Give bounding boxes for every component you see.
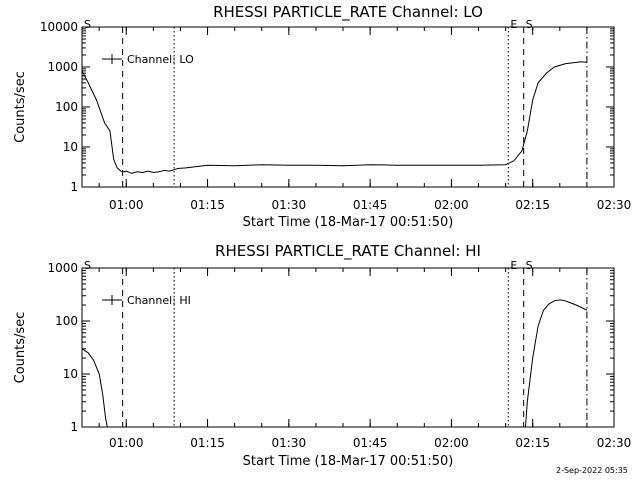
chart-title: RHESSI PARTICLE_RATE Channel: HI bbox=[215, 242, 481, 261]
x-tick-label: 02:00 bbox=[434, 198, 469, 212]
marker-label: S bbox=[84, 18, 91, 31]
y-axis-label: Counts/sec bbox=[13, 71, 28, 143]
x-tick-label: 01:45 bbox=[353, 198, 388, 212]
x-axis-label: Start Time (18-Mar-17 00:51:50) bbox=[243, 215, 454, 230]
x-tick-label: 01:45 bbox=[353, 436, 388, 450]
series-line-0 bbox=[81, 61, 587, 174]
x-axis-label: Start Time (18-Mar-17 00:51:50) bbox=[243, 454, 454, 469]
y-tick-label: 10 bbox=[63, 367, 78, 381]
x-tick-label: 02:00 bbox=[434, 436, 469, 450]
marker-label: E bbox=[510, 259, 517, 272]
y-tick-label: 100 bbox=[55, 100, 78, 114]
y-axis-label: Counts/sec bbox=[13, 312, 28, 384]
marker-label: S bbox=[526, 18, 533, 31]
y-tick-label: 1 bbox=[70, 420, 78, 434]
legend-label: Channel: LO bbox=[127, 53, 194, 66]
x-tick-label: 02:30 bbox=[597, 198, 632, 212]
footer-timestamp: 2-Sep-2022 05:35 bbox=[556, 466, 628, 475]
legend-label: Channel: HI bbox=[127, 294, 191, 307]
x-tick-label: 01:30 bbox=[272, 436, 307, 450]
marker-label: S bbox=[84, 259, 91, 272]
series-line-0 bbox=[81, 348, 108, 428]
y-tick-label: 100 bbox=[55, 314, 78, 328]
x-tick-label: 01:15 bbox=[190, 198, 225, 212]
x-tick-label: 01:15 bbox=[190, 436, 225, 450]
marker-label: S bbox=[526, 259, 533, 272]
series-line-1 bbox=[525, 299, 588, 428]
chart-title: RHESSI PARTICLE_RATE Channel: LO bbox=[213, 3, 483, 22]
y-tick-label: 1 bbox=[70, 180, 78, 194]
x-tick-label: 01:00 bbox=[109, 198, 144, 212]
x-tick-label: 02:30 bbox=[597, 436, 632, 450]
y-tick-label: 1000 bbox=[47, 60, 78, 74]
marker-label: E bbox=[510, 18, 517, 31]
x-tick-label: 02:15 bbox=[515, 436, 550, 450]
x-tick-label: 01:00 bbox=[109, 436, 144, 450]
y-tick-label: 10000 bbox=[40, 20, 78, 34]
y-tick-label: 1000 bbox=[47, 261, 78, 275]
plot-frame bbox=[81, 26, 615, 188]
x-tick-label: 02:15 bbox=[515, 198, 550, 212]
x-tick-label: 01:30 bbox=[272, 198, 307, 212]
y-tick-label: 10 bbox=[63, 140, 78, 154]
